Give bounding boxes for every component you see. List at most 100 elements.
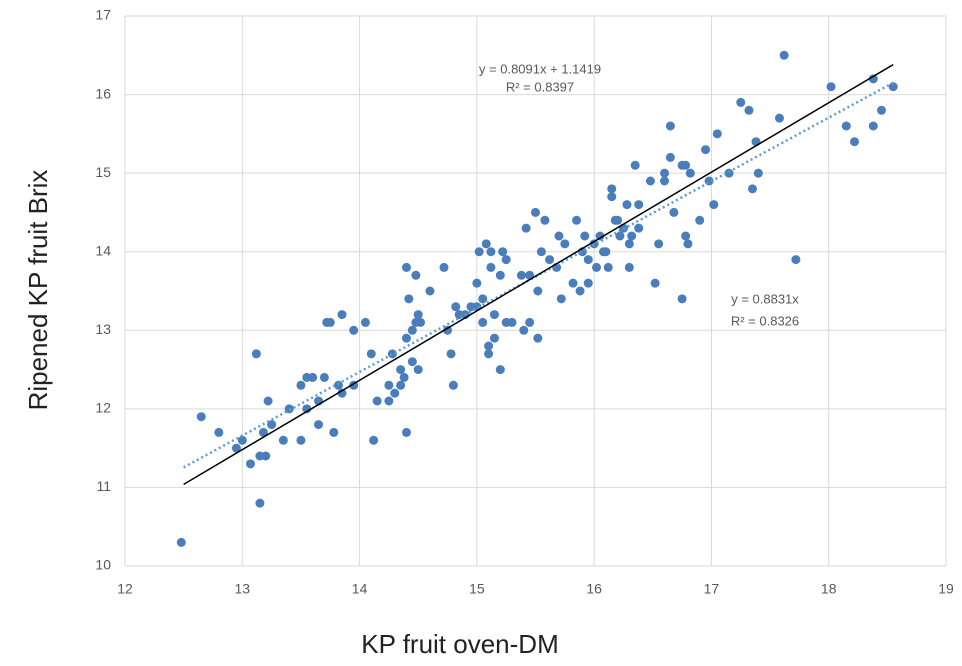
point: [624, 239, 634, 249]
point: [724, 168, 734, 178]
point: [448, 380, 458, 390]
point: [888, 82, 898, 92]
point: [841, 121, 851, 131]
point: [443, 325, 453, 335]
point: [411, 270, 421, 280]
point: [627, 231, 637, 241]
x-tick-label: 15: [469, 581, 485, 597]
trendline-r2: R² = 0.8326: [731, 313, 799, 328]
point: [425, 286, 435, 296]
point: [744, 105, 754, 115]
point: [507, 317, 517, 327]
trendline: [183, 63, 894, 486]
trendline-equation: y = 0.8831x: [731, 291, 799, 306]
point: [329, 427, 339, 437]
point: [791, 255, 801, 265]
point: [498, 247, 508, 257]
point: [278, 435, 288, 445]
point: [196, 412, 206, 422]
point: [360, 317, 370, 327]
point: [665, 121, 675, 131]
point: [622, 200, 632, 210]
point: [267, 420, 277, 430]
point: [660, 168, 670, 178]
point: [416, 317, 426, 327]
point: [533, 286, 543, 296]
point: [850, 137, 860, 147]
point: [868, 74, 878, 84]
point: [319, 372, 329, 382]
point: [568, 278, 578, 288]
point: [390, 388, 400, 398]
point: [624, 262, 634, 272]
point: [478, 294, 488, 304]
point: [868, 121, 878, 131]
point: [255, 498, 265, 508]
point: [556, 294, 566, 304]
point: [634, 223, 644, 233]
point: [681, 160, 691, 170]
point: [747, 184, 757, 194]
x-tick-label: 18: [821, 581, 837, 597]
point: [401, 333, 411, 343]
point: [237, 435, 247, 445]
point: [489, 333, 499, 343]
point: [575, 286, 585, 296]
point: [413, 310, 423, 320]
y-tick-label: 12: [95, 400, 111, 416]
point: [245, 459, 255, 469]
point: [495, 270, 505, 280]
point: [401, 427, 411, 437]
point: [677, 294, 687, 304]
point: [685, 168, 695, 178]
point: [695, 215, 705, 225]
point: [712, 129, 722, 139]
y-tick-label: 14: [95, 242, 111, 258]
point: [613, 215, 623, 225]
y-axis-title: Ripened KP fruit Brix: [23, 170, 53, 411]
point: [472, 278, 482, 288]
point: [601, 247, 611, 257]
point: [654, 239, 664, 249]
point: [261, 451, 271, 461]
point: [396, 365, 406, 375]
trendline-equation: y = 0.8091x + 1.1419: [479, 61, 601, 76]
point: [589, 239, 599, 249]
point: [489, 310, 499, 320]
point: [650, 278, 660, 288]
point: [337, 310, 347, 320]
point: [407, 357, 417, 367]
point: [176, 537, 186, 547]
point: [536, 247, 546, 257]
point: [583, 278, 593, 288]
x-tick-label: 19: [938, 581, 954, 597]
point: [486, 262, 496, 272]
point: [214, 427, 224, 437]
x-tick-label: 13: [234, 581, 250, 597]
point: [258, 427, 268, 437]
point: [384, 396, 394, 406]
point: [384, 380, 394, 390]
point: [572, 215, 582, 225]
point: [337, 388, 347, 398]
point: [709, 200, 719, 210]
point: [501, 255, 511, 265]
point: [474, 247, 484, 257]
point: [669, 207, 679, 217]
point: [333, 380, 343, 390]
point: [308, 372, 318, 382]
point: [525, 317, 535, 327]
point: [826, 82, 836, 92]
point: [583, 255, 593, 265]
y-tick-label: 10: [95, 557, 111, 573]
point: [446, 349, 456, 359]
point: [607, 192, 617, 202]
point: [683, 239, 693, 249]
point: [533, 333, 543, 343]
point: [607, 184, 617, 194]
point: [302, 404, 312, 414]
point: [603, 262, 613, 272]
point: [645, 176, 655, 186]
point: [399, 372, 409, 382]
